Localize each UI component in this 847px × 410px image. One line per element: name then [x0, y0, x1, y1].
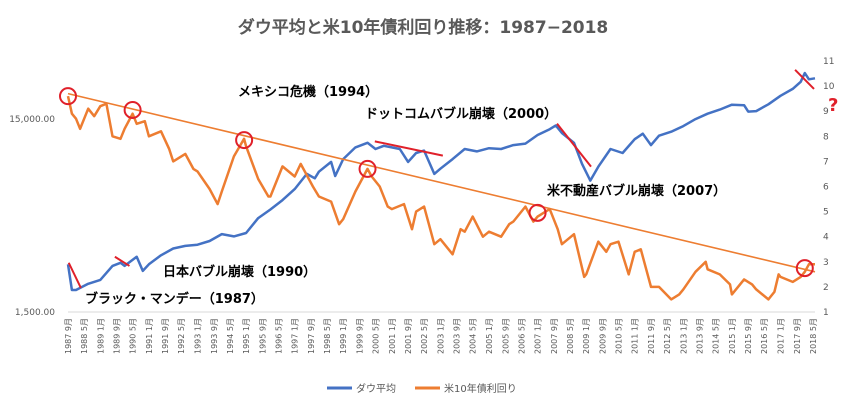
- annotation-circle-0: [59, 87, 77, 106]
- x-axis-tick-1: 1988 5月: [80, 318, 89, 354]
- x-axis-tick-28: 2006 5月: [517, 318, 526, 354]
- right-axis-tick-8: 9: [823, 107, 829, 117]
- right-axis-tick-10: 11: [823, 57, 834, 67]
- annotation-circle-3: [358, 159, 377, 178]
- x-axis-tick-33: 2009 9月: [598, 318, 607, 354]
- series-line-dow: [66, 71, 816, 292]
- legend-label-yield: 米10年債利回り: [444, 382, 517, 395]
- x-axis-tick-8: 1993 1月: [193, 318, 202, 354]
- right-axis-tick-9: 10: [823, 82, 835, 92]
- x-axis-tick-16: 1998 5月: [323, 318, 332, 354]
- left-axis-tick-1: 15,000.00: [9, 115, 55, 125]
- x-axis-tick-35: 2011 1月: [631, 318, 640, 354]
- chart-title: ダウ平均と米10年債利回り推移：1987−2018: [238, 17, 609, 38]
- x-axis-tick-32: 2009 1月: [582, 318, 591, 354]
- x-axis-tick-13: 1996 5月: [274, 318, 283, 354]
- right-axis-tick-1: 2: [823, 283, 829, 293]
- x-axis-tick-42: 2015 9月: [744, 318, 753, 354]
- annotation-slash-4: [794, 69, 815, 90]
- annotation-slash-0: [67, 262, 82, 289]
- x-axis-tick-11: 1995 1月: [242, 318, 251, 354]
- annotation-black-monday: ブラック・マンデー（1987）: [85, 291, 264, 307]
- x-axis-tick-10: 1994 5月: [226, 318, 235, 354]
- x-axis-tick-7: 1992 5月: [177, 318, 186, 354]
- right-axis-tick-3: 4: [823, 233, 829, 243]
- x-axis-tick-30: 2007 9月: [550, 318, 559, 354]
- x-axis-tick-0: 1987 9月: [64, 318, 73, 354]
- x-axis-tick-17: 1999 1月: [339, 318, 348, 354]
- plot-area: [66, 71, 816, 301]
- x-axis-tick-44: 2017 1月: [777, 318, 786, 354]
- x-axis-tick-38: 2013 1月: [679, 318, 688, 354]
- annotation-circle-4: [528, 203, 547, 222]
- axes: 1,500.00 15,000.00 1 2 3 4 5 6 7 8 9 10 11 1987 9月 198…: [9, 57, 835, 354]
- x-axis-tick-34: 2010 5月: [614, 318, 623, 354]
- annotation-slash-1: [114, 255, 130, 267]
- annotation-mexico-crisis: メキシコ危機（1994）: [238, 84, 378, 100]
- right-axis-tick-6: 7: [823, 157, 829, 167]
- x-axis-tick-27: 2005 9月: [501, 318, 510, 354]
- x-axis-tick-45: 2017 9月: [793, 318, 802, 354]
- right-axis-tick-7: 8: [823, 132, 829, 142]
- x-axis-tick-22: 2002 5月: [420, 318, 429, 354]
- x-axis-tick-29: 2007 1月: [534, 318, 543, 354]
- x-axis-tick-5: 1991 1月: [145, 318, 154, 354]
- right-axis-tick-5: 6: [823, 183, 829, 193]
- x-axis-tick-6: 1991 9月: [161, 318, 170, 354]
- x-axis-tick-2: 1989 1月: [96, 318, 105, 354]
- x-axis-tick-9: 1993 9月: [210, 318, 219, 354]
- x-axis-tick-12: 1995 9月: [258, 318, 267, 354]
- x-axis-tick-14: 1997 1月: [291, 318, 300, 354]
- annotation-us-housing-bubble: 米不動産バブル崩壊（2007）: [547, 183, 726, 199]
- annotation-slash-2: [374, 140, 444, 157]
- legend: ダウ平均 米10年債利回り: [327, 382, 517, 395]
- x-axis-tick-39: 2013 9月: [696, 318, 705, 354]
- x-axis-tick-41: 2015 1月: [728, 318, 737, 354]
- x-axis-tick-23: 2003 1月: [436, 318, 445, 354]
- x-axis-tick-4: 1990 5月: [129, 318, 138, 354]
- annotation-japan-bubble: 日本バブル崩壊（1990）: [163, 264, 316, 280]
- annotation-dotcom-bubble: ドットコムバブル崩壊（2000）: [365, 106, 557, 122]
- series-line-us10y-yield: [66, 95, 815, 301]
- x-axis-tick-40: 2014 5月: [712, 318, 721, 354]
- yield-trendline: [67, 92, 816, 273]
- x-axis-tick-19: 2000 5月: [372, 318, 381, 354]
- x-axis-tick-46: 2018 5月: [809, 318, 818, 354]
- left-axis-tick-0: 1,500.00: [15, 308, 55, 318]
- x-axis-tick-21: 2001 9月: [404, 318, 413, 354]
- x-axis-tick-25: 2004 5月: [469, 318, 478, 354]
- legend-label-dow: ダウ平均: [356, 382, 396, 395]
- annotation-circle-1: [123, 100, 142, 119]
- x-axis-tick-24: 2003 9月: [453, 318, 462, 354]
- annotations: メキシコ危機（1994） ドットコムバブル崩壊（2000） 米不動産バブル崩壊（…: [59, 69, 838, 307]
- x-axis-tick-37: 2012 5月: [663, 318, 672, 354]
- x-axis-tick-26: 2005 1月: [485, 318, 494, 354]
- annotation-circle-2: [235, 131, 254, 150]
- x-axis-tick-31: 2008 5月: [566, 318, 575, 354]
- x-axis-tick-3: 1989 9月: [113, 318, 122, 354]
- x-axis-tick-15: 1997 9月: [307, 318, 316, 354]
- x-axis-tick-43: 2016 5月: [760, 318, 769, 354]
- x-axis-tick-36: 2011 9月: [647, 318, 656, 354]
- x-axis-tick-18: 1999 9月: [356, 318, 365, 354]
- question-mark: ?: [828, 95, 838, 116]
- x-axis-tick-20: 2001 1月: [388, 318, 397, 354]
- right-axis-tick-0: 1: [823, 308, 829, 318]
- annotation-slash-3: [556, 123, 592, 168]
- right-axis-tick-4: 5: [823, 208, 829, 218]
- annotation-circle-5: [795, 259, 814, 278]
- right-axis-tick-2: 3: [823, 258, 829, 268]
